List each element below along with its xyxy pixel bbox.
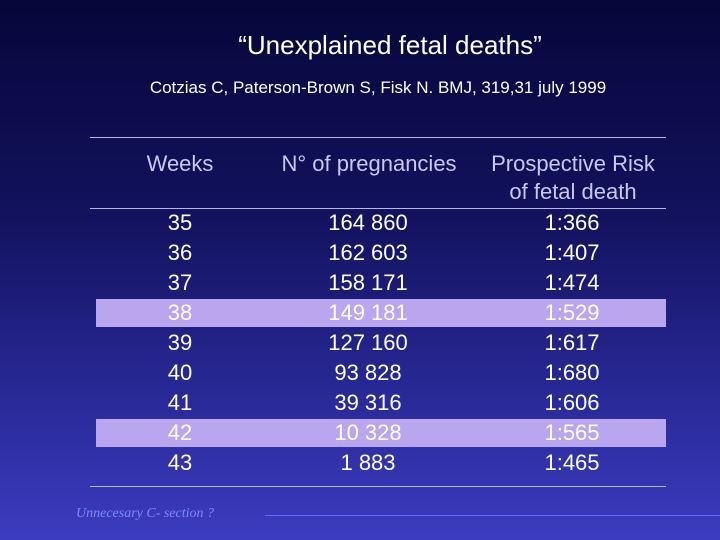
cell-week: 43: [167, 450, 193, 475]
header-pregnancies: N° of pregnancies: [281, 151, 457, 176]
header-risk-line2: of fetal death: [509, 179, 637, 204]
cell-risk: 1:366: [544, 210, 600, 235]
cell-risk: 1:680: [544, 360, 600, 385]
cell-risk: 1:529: [544, 300, 600, 325]
table-row: 42 10 328 1:565: [0, 418, 720, 448]
table-row: 35 164 860 1:366: [0, 208, 720, 238]
table-rule-bottom: [90, 486, 666, 487]
table-row: 38 149 181 1:529: [0, 298, 720, 328]
footnote-line: [265, 515, 720, 516]
cell-week: 39: [167, 330, 193, 355]
cell-pregnancies: 39 316: [334, 390, 402, 415]
cell-week: 35: [167, 210, 193, 235]
cell-week: 42: [167, 420, 193, 445]
table-row: 39 127 160 1:617: [0, 328, 720, 358]
row-highlight: [96, 419, 666, 447]
cell-pregnancies: 127 160: [328, 330, 408, 355]
header-weeks: Weeks: [146, 151, 214, 176]
cell-pregnancies: 10 328: [334, 420, 402, 445]
cell-risk: 1:617: [544, 330, 600, 355]
cell-risk: 1:565: [544, 420, 600, 445]
cell-pregnancies: 149 181: [328, 300, 408, 325]
header-risk-line1: Prospective Risk: [491, 151, 655, 176]
slide-title: “Unexplained fetal deaths”: [238, 30, 542, 60]
cell-pregnancies: 162 603: [328, 240, 408, 265]
footnote-text: Unnecesary C- section ?: [76, 506, 215, 521]
slide-subtitle: Cotzias C, Paterson-Brown S, Fisk N. BMJ…: [149, 78, 607, 97]
cell-week: 41: [167, 390, 193, 415]
table-row: 43 1 883 1:465: [0, 448, 720, 478]
table-row: 36 162 603 1:407: [0, 238, 720, 268]
table-rule-middle: [90, 208, 666, 209]
cell-pregnancies: 93 828: [334, 360, 402, 385]
cell-week: 37: [167, 270, 193, 295]
cell-risk: 1:465: [544, 450, 600, 475]
table-rule-top: [90, 137, 666, 138]
cell-pregnancies: 164 860: [328, 210, 408, 235]
cell-week: 40: [167, 360, 193, 385]
cell-risk: 1:407: [544, 240, 600, 265]
cell-pregnancies: 158 171: [328, 270, 408, 295]
table-row: 41 39 316 1:606: [0, 388, 720, 418]
table-row: 40 93 828 1:680: [0, 358, 720, 388]
table-row: 37 158 171 1:474: [0, 268, 720, 298]
cell-risk: 1:474: [544, 270, 600, 295]
row-highlight: [96, 299, 666, 327]
header-risk: Prospective Risk of fetal death: [474, 150, 672, 206]
cell-week: 36: [167, 240, 193, 265]
cell-risk: 1:606: [544, 390, 600, 415]
cell-pregnancies: 1 883: [340, 450, 396, 475]
cell-week: 38: [167, 300, 193, 325]
